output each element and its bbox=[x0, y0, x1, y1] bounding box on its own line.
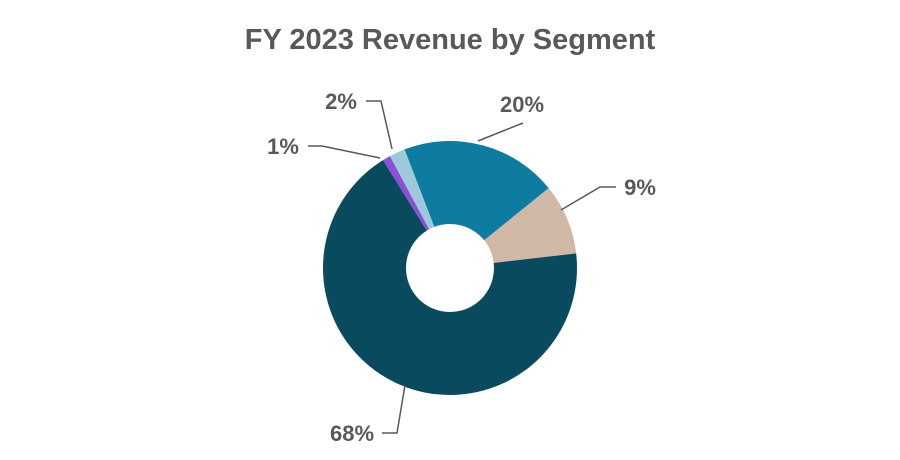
donut-slice bbox=[323, 160, 577, 395]
donut-slice bbox=[383, 156, 430, 231]
data-label: 68% bbox=[330, 421, 374, 446]
chart-title: FY 2023 Revenue by Segment bbox=[244, 24, 656, 56]
data-label: 1% bbox=[267, 134, 299, 159]
leader-line bbox=[366, 100, 393, 150]
leader-line bbox=[382, 384, 406, 434]
leader-line bbox=[308, 145, 381, 159]
donut-slice bbox=[404, 141, 549, 241]
data-label: 9% bbox=[624, 175, 656, 200]
donut-slice bbox=[484, 188, 577, 263]
data-label: 20% bbox=[500, 92, 544, 117]
donut-slice bbox=[389, 149, 435, 230]
data-label: 2% bbox=[325, 89, 357, 114]
leader-line bbox=[560, 186, 616, 211]
leader-line bbox=[477, 122, 524, 142]
